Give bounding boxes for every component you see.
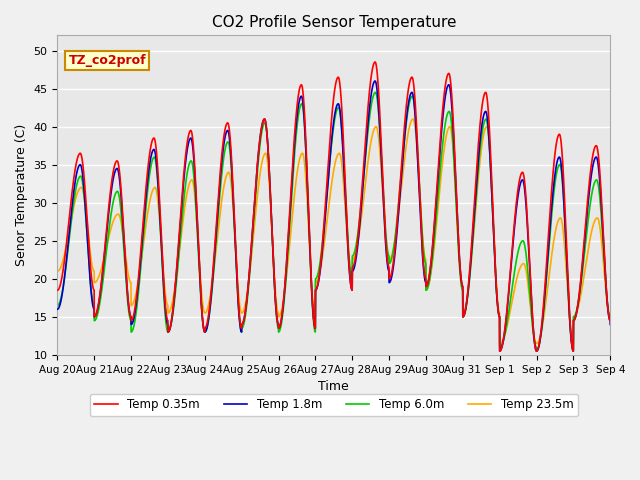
Temp 6.0m bbox=[303, 184, 311, 190]
Line: Temp 0.35m: Temp 0.35m bbox=[58, 62, 611, 351]
Temp 1.8m bbox=[542, 281, 550, 287]
Temp 23.5m bbox=[409, 116, 417, 122]
Temp 6.0m bbox=[532, 348, 540, 354]
Temp 1.8m bbox=[496, 348, 504, 354]
Temp 0.35m bbox=[303, 176, 311, 182]
Legend: Temp 0.35m, Temp 1.8m, Temp 6.0m, Temp 23.5m: Temp 0.35m, Temp 1.8m, Temp 6.0m, Temp 2… bbox=[90, 394, 578, 416]
X-axis label: Time: Time bbox=[319, 380, 349, 393]
Temp 6.0m bbox=[469, 236, 477, 241]
Temp 1.8m bbox=[184, 141, 192, 147]
Temp 6.0m bbox=[607, 314, 614, 320]
Temp 0.35m bbox=[371, 59, 379, 65]
Title: CO2 Profile Sensor Temperature: CO2 Profile Sensor Temperature bbox=[212, 15, 456, 30]
Temp 6.0m bbox=[542, 286, 550, 291]
Temp 23.5m bbox=[60, 254, 68, 260]
Temp 1.8m bbox=[371, 78, 379, 84]
Temp 23.5m bbox=[599, 250, 607, 256]
Temp 1.8m bbox=[303, 183, 311, 189]
Temp 23.5m bbox=[54, 268, 61, 274]
Temp 23.5m bbox=[469, 240, 477, 246]
Temp 1.8m bbox=[469, 231, 477, 237]
Temp 0.35m bbox=[184, 134, 192, 140]
Temp 6.0m bbox=[54, 302, 61, 308]
Temp 0.35m bbox=[54, 288, 61, 293]
Temp 1.8m bbox=[599, 224, 607, 230]
Temp 23.5m bbox=[542, 301, 550, 307]
Line: Temp 1.8m: Temp 1.8m bbox=[58, 81, 611, 351]
Temp 0.35m bbox=[542, 274, 550, 279]
Line: Temp 23.5m: Temp 23.5m bbox=[58, 119, 611, 344]
Temp 0.35m bbox=[496, 348, 504, 354]
Temp 23.5m bbox=[496, 341, 504, 347]
Line: Temp 6.0m: Temp 6.0m bbox=[58, 92, 611, 351]
Temp 6.0m bbox=[60, 279, 68, 285]
Text: TZ_co2prof: TZ_co2prof bbox=[68, 54, 146, 67]
Temp 23.5m bbox=[184, 185, 192, 191]
Temp 6.0m bbox=[372, 89, 380, 95]
Temp 0.35m bbox=[469, 223, 477, 228]
Temp 1.8m bbox=[60, 280, 68, 286]
Temp 6.0m bbox=[599, 232, 607, 238]
Temp 1.8m bbox=[607, 322, 614, 327]
Temp 0.35m bbox=[599, 217, 607, 223]
Y-axis label: Senor Temperature (C): Senor Temperature (C) bbox=[15, 124, 28, 266]
Temp 0.35m bbox=[60, 262, 68, 268]
Temp 1.8m bbox=[54, 306, 61, 312]
Temp 23.5m bbox=[607, 314, 614, 320]
Temp 6.0m bbox=[184, 165, 192, 170]
Temp 23.5m bbox=[303, 202, 311, 207]
Temp 0.35m bbox=[607, 318, 614, 324]
